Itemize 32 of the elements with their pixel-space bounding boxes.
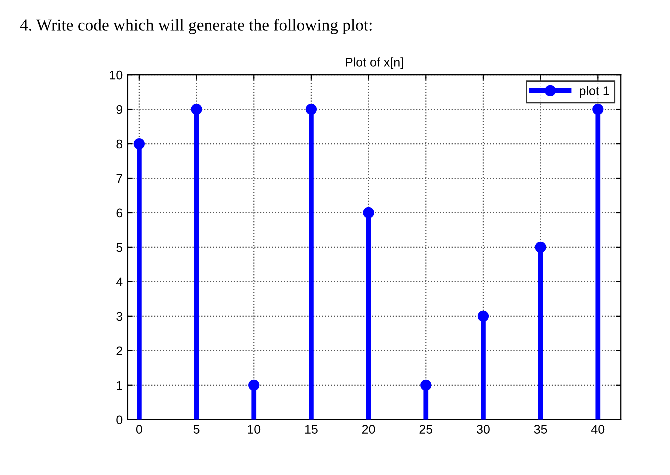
point <box>363 207 374 219</box>
y-tick-label: 8 <box>116 140 123 149</box>
x-tick-label: 10 <box>248 425 261 434</box>
y-tick-label: 10 <box>110 70 123 80</box>
legend-label: plot 1 <box>580 86 610 98</box>
point <box>134 138 145 150</box>
point <box>592 104 604 116</box>
y-tick-label: 5 <box>116 243 123 252</box>
x-tick-label: 30 <box>477 425 490 434</box>
y-tick-label: 3 <box>116 312 123 322</box>
point <box>306 104 318 116</box>
y-tick-label: 0 <box>116 416 123 425</box>
point <box>535 242 546 254</box>
y-tick-label: 7 <box>116 174 122 184</box>
x-tick-label: 35 <box>534 425 548 434</box>
point <box>478 310 490 322</box>
y-tick-label: 2 <box>116 346 122 356</box>
point <box>191 104 202 116</box>
chart-title: Plot of x[n] <box>346 58 404 70</box>
x-tick-label: 0 <box>136 425 142 434</box>
y-tick-label: 6 <box>116 208 123 218</box>
y-tick-label: 1 <box>117 381 122 390</box>
text: 4. Write code which will generate the following plot: <box>20 19 372 34</box>
point <box>248 380 260 391</box>
x-tick-label: 40 <box>591 425 605 434</box>
y-tick-label: 9 <box>116 105 123 114</box>
y-tick-label: 4 <box>116 278 123 286</box>
x-tick-label: 15 <box>305 425 318 434</box>
x-tick-label: 20 <box>362 425 376 434</box>
x-tick-label: 25 <box>420 425 433 434</box>
point <box>420 380 432 391</box>
x-tick-label: 5 <box>194 425 200 434</box>
